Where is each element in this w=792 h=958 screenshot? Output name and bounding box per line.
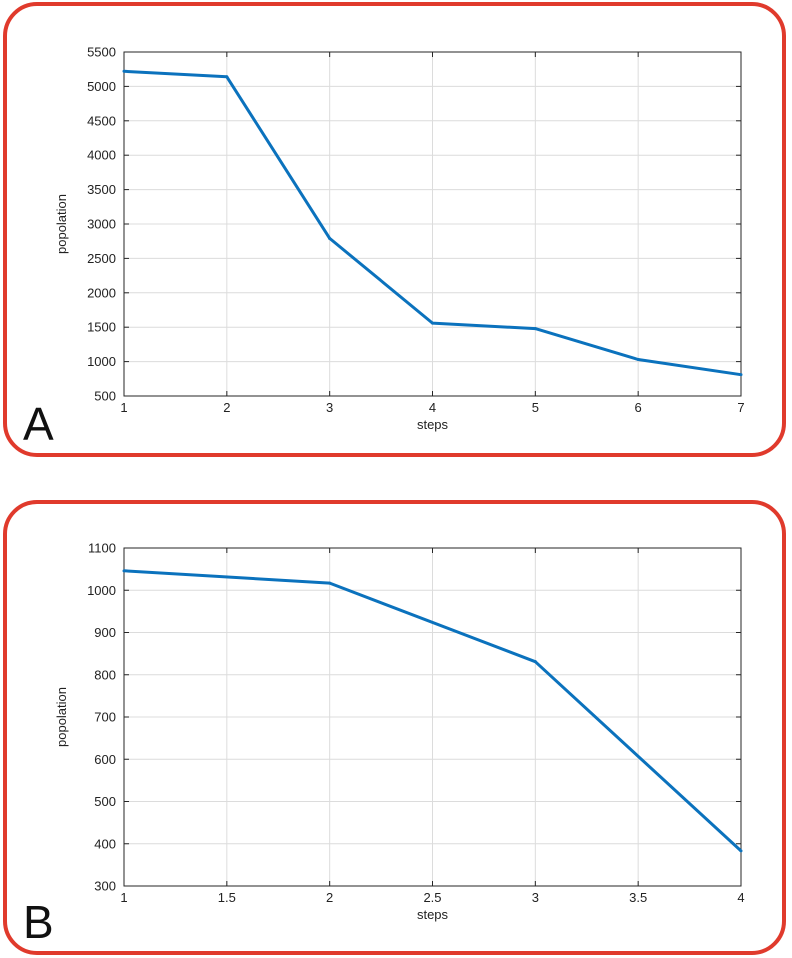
data-point xyxy=(739,849,743,853)
y-axis-label: popolation xyxy=(54,194,69,254)
y-tick-label: 4000 xyxy=(87,148,116,163)
chart-b: 1 1.5 2 2.5 3 3.5 4 300 400 500 600 700 800 900 1000 11… xyxy=(54,541,745,923)
y-tick-label: 2500 xyxy=(87,251,116,266)
panel-label-a: A xyxy=(23,398,54,450)
x-tick-label: 1.5 xyxy=(218,890,236,905)
series-line xyxy=(123,569,743,853)
y-tick-label: 3500 xyxy=(87,182,116,197)
y-tick-label: 300 xyxy=(94,879,116,894)
y-tick-label: 3000 xyxy=(87,217,116,232)
y-tick-label: 5500 xyxy=(87,45,116,60)
x-tick-label: 5 xyxy=(532,400,539,415)
data-point xyxy=(636,358,640,362)
data-point xyxy=(533,660,537,664)
x-tick-label: 2 xyxy=(223,400,230,415)
panel-b: 1 1.5 2 2.5 3 3.5 4 300 400 500 600 700 800 900 1000 11… xyxy=(3,500,786,955)
y-tick-label: 700 xyxy=(94,710,116,725)
y-tick-label: 1500 xyxy=(87,320,116,335)
y-tick-label: 1100 xyxy=(88,541,116,556)
data-point xyxy=(122,569,126,573)
data-point xyxy=(225,75,229,79)
data-point xyxy=(739,373,743,377)
panel-a: 1 2 3 4 5 6 7 500 1000 1500 2000 2500 3000 3500 4000 45… xyxy=(3,2,786,457)
x-axis-label: steps xyxy=(417,417,449,432)
x-tick-label: 3 xyxy=(326,400,333,415)
data-point xyxy=(122,69,126,73)
y-tick-label: 900 xyxy=(94,625,116,640)
data-point xyxy=(328,236,332,240)
x-tick-label: 6 xyxy=(635,400,642,415)
panel-label-b: B xyxy=(23,896,54,948)
data-point xyxy=(328,581,332,585)
y-tick-label: 1000 xyxy=(87,583,116,598)
x-tick-label: 3.5 xyxy=(629,890,647,905)
x-tick-label: 4 xyxy=(737,890,744,905)
y-tick-label: 600 xyxy=(94,752,116,767)
x-axis-label: steps xyxy=(417,907,449,922)
x-tick-label: 2 xyxy=(326,890,333,905)
data-point xyxy=(533,327,537,331)
y-tick-label: 4500 xyxy=(87,113,116,128)
y-tick-label: 800 xyxy=(94,667,116,682)
y-tick-label: 2000 xyxy=(87,285,116,300)
y-tick-label: 5000 xyxy=(87,79,116,94)
x-tick-label: 3 xyxy=(532,890,539,905)
y-axis-label: popolation xyxy=(54,687,69,747)
x-tick-label: 1 xyxy=(120,890,127,905)
x-tick-label: 4 xyxy=(429,400,436,415)
y-tick-label: 400 xyxy=(94,836,116,851)
y-tick-label: 1000 xyxy=(87,354,116,369)
x-tick-label: 1 xyxy=(120,400,127,415)
y-tick-label: 500 xyxy=(94,794,116,809)
y-tick-label: 500 xyxy=(94,389,116,404)
x-tick-label: 7 xyxy=(737,400,744,415)
data-point xyxy=(431,321,434,325)
x-tick-label: 2.5 xyxy=(423,890,441,905)
chart-a: 1 2 3 4 5 6 7 500 1000 1500 2000 2500 3000 3500 4000 45… xyxy=(54,45,745,433)
